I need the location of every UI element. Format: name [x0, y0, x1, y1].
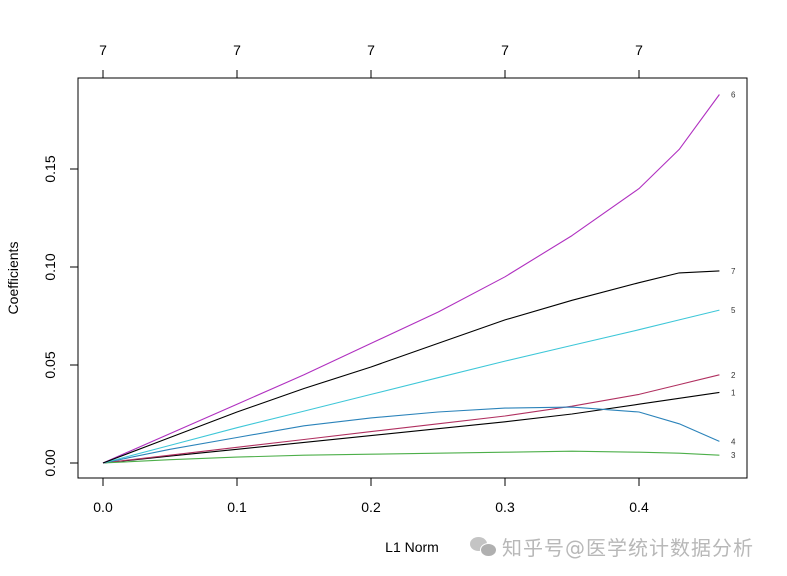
series-3-label: 3: [731, 451, 736, 460]
top-tick-label: 7: [233, 42, 241, 58]
series-7-label: 7: [731, 267, 736, 276]
series-2-label: 2: [731, 371, 736, 380]
top-tick-label: 7: [501, 42, 509, 58]
y-tick-label: 0.05: [42, 351, 58, 378]
x-tick-label: 0.3: [495, 499, 515, 515]
y-tick-label: 0.15: [42, 155, 58, 182]
series-1-label: 1: [731, 388, 736, 397]
top-tick-label: 7: [367, 42, 375, 58]
series-6-label: 6: [731, 91, 736, 100]
coefficient-paths: [102, 94, 720, 464]
x-tick-label: 0.4: [629, 499, 649, 515]
series-3-path: [102, 450, 720, 464]
series-labels: 1 2 3 4 5 6 7: [731, 91, 736, 461]
watermark-text: 知乎号@医学统计数据分析: [502, 536, 754, 560]
x-tick-label: 0.2: [361, 499, 381, 515]
top-tick-label: 7: [99, 42, 107, 58]
y-tick-label: 0.10: [42, 253, 58, 280]
series-4-path: [102, 406, 720, 464]
series-1-path: [102, 391, 720, 464]
series-5-path: [102, 309, 720, 464]
x-tick-label: 0.0: [93, 499, 113, 515]
y-tick-label: 0.00: [42, 449, 58, 476]
watermark: 知乎号@医学统计数据分析: [470, 532, 754, 561]
series-4-label: 4: [731, 437, 736, 446]
y-axis-title: Coefficients: [5, 242, 21, 315]
series-2-path: [102, 374, 720, 464]
y-axis: 0.00 0.05 0.10 0.15: [42, 155, 78, 477]
series-5-label: 5: [731, 306, 736, 315]
x-axis-title: L1 Norm: [385, 539, 439, 555]
x-axis: 0.0 0.1 0.2 0.3 0.4: [93, 478, 649, 515]
x-tick-label: 0.1: [227, 499, 247, 515]
series-6-path: [102, 94, 720, 464]
series-7-path: [102, 270, 720, 464]
top-axis-df: 7 7 7 7 7: [99, 42, 643, 78]
plot-frame: [77, 77, 748, 479]
wechat-icon: [470, 536, 497, 557]
top-tick-label: 7: [635, 42, 643, 58]
